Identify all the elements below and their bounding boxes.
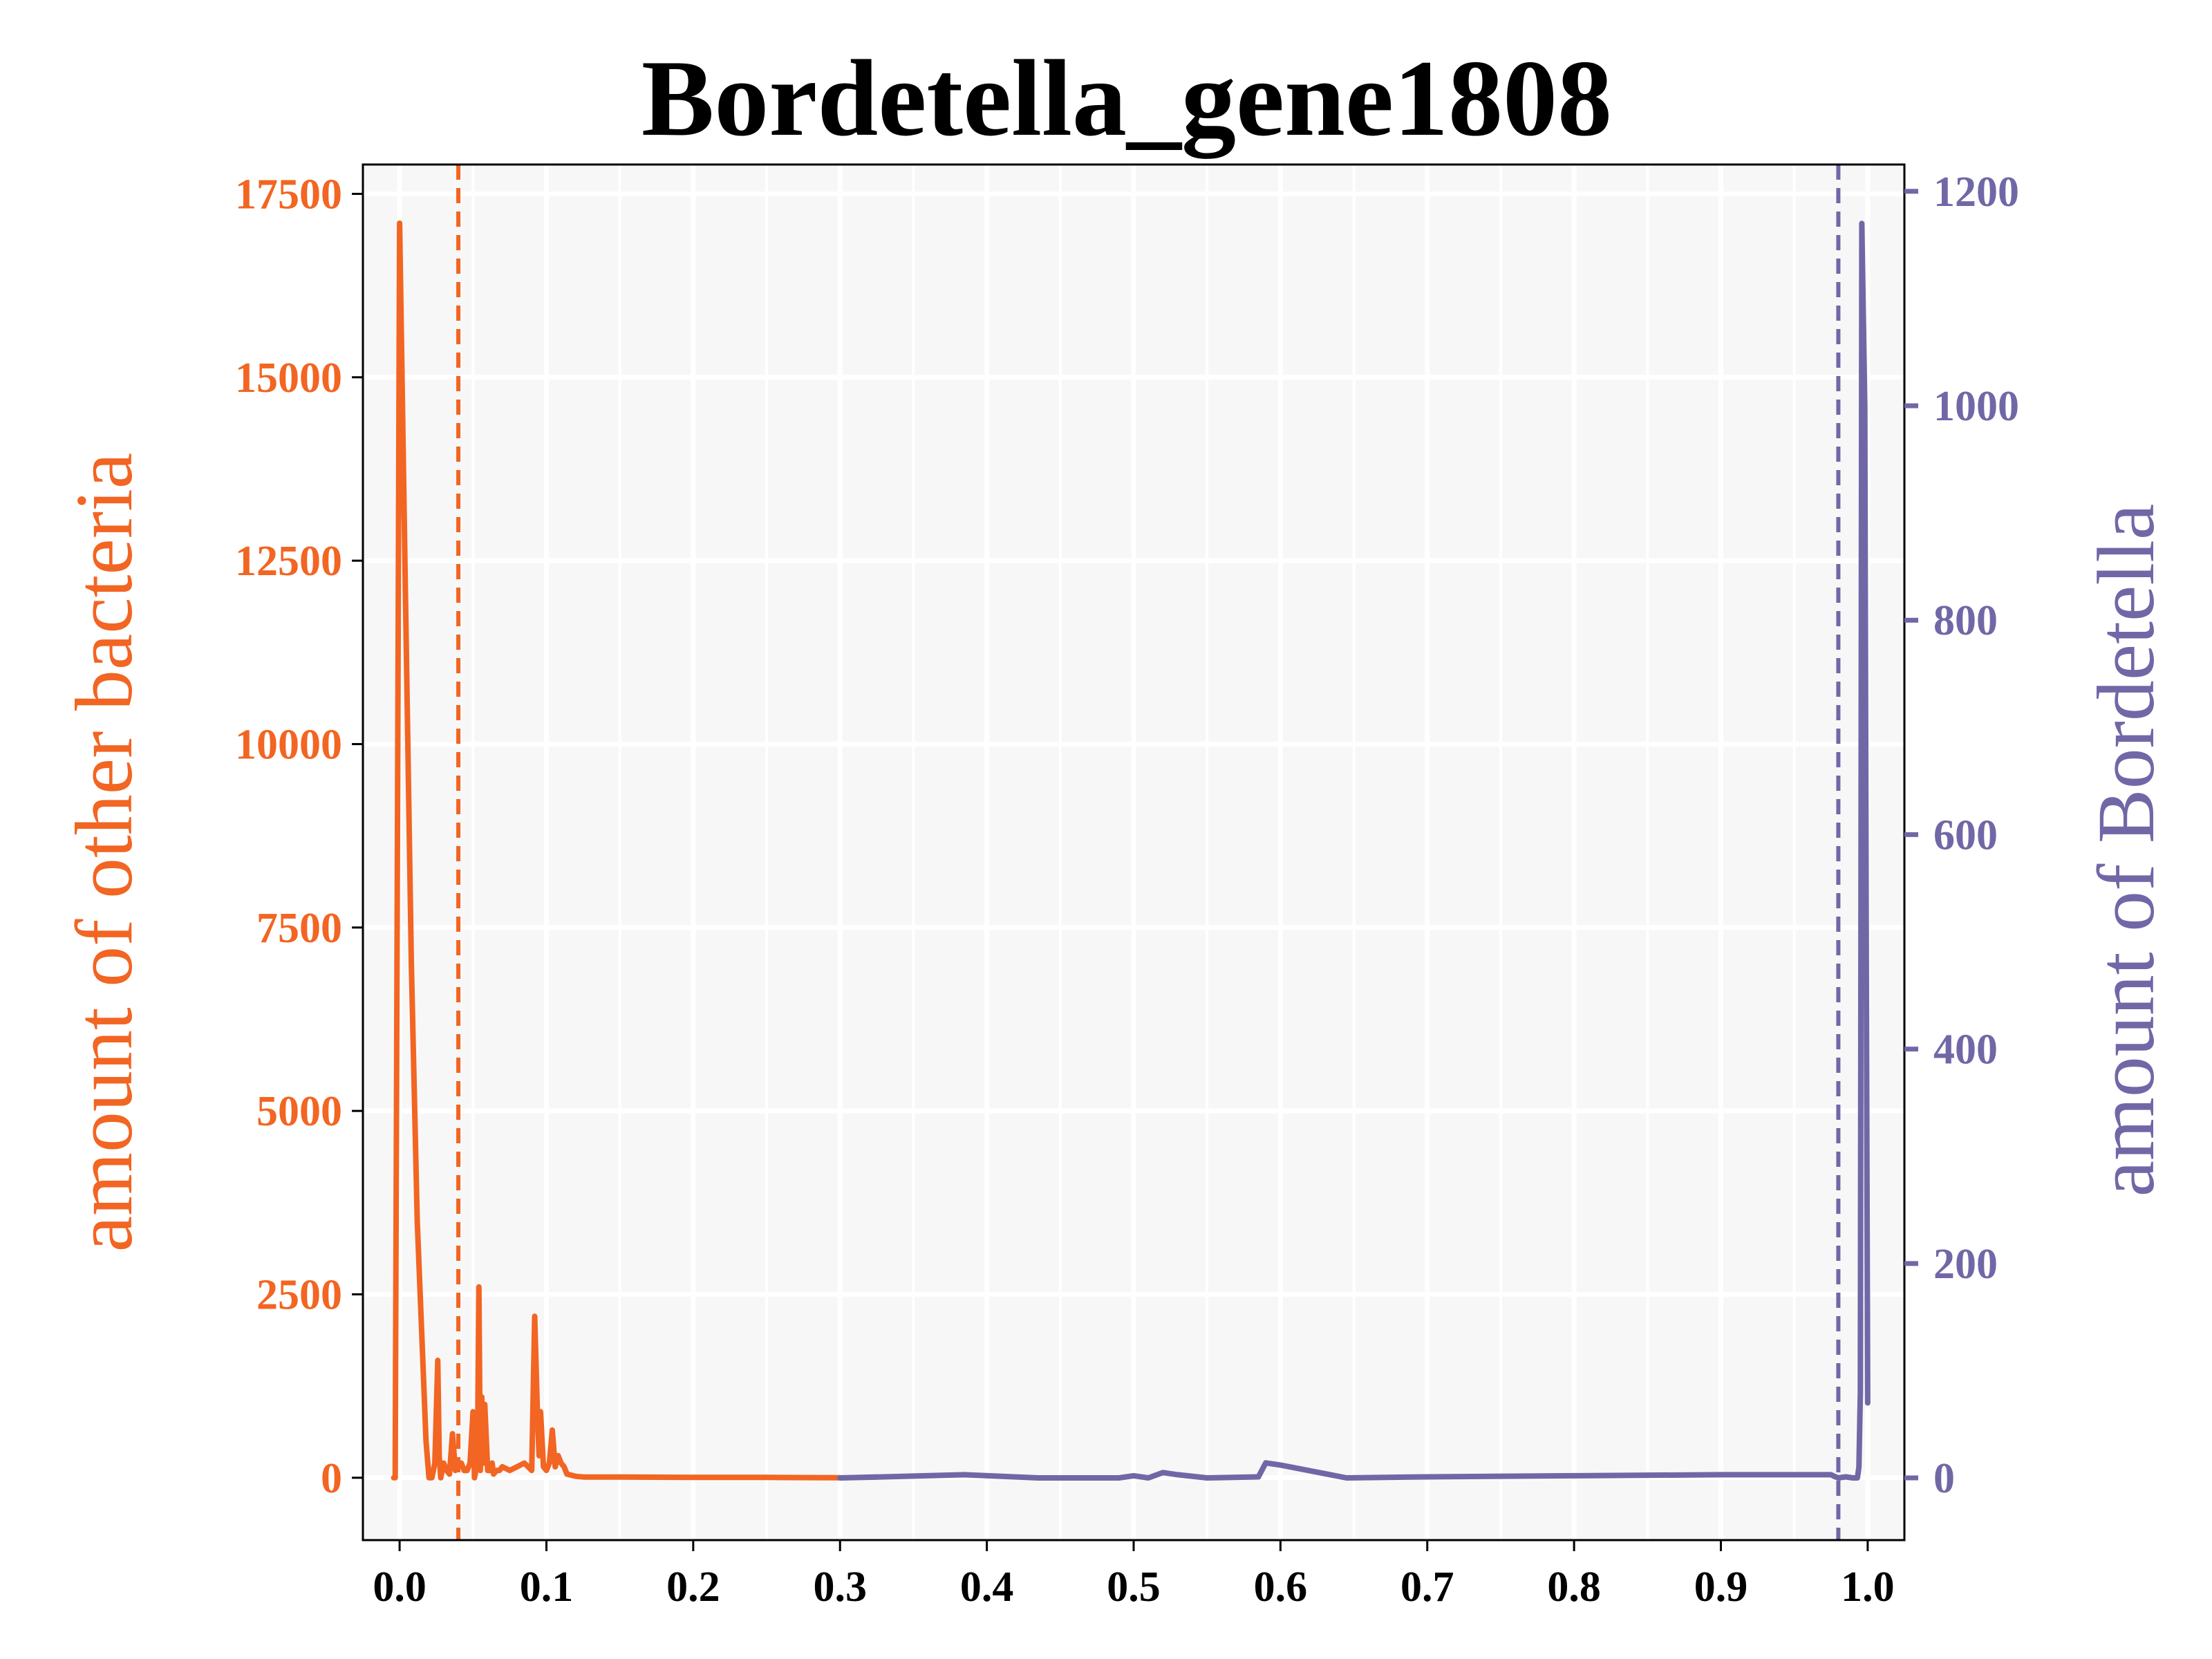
left-y-tick-label: 15000 bbox=[235, 355, 342, 402]
left-y-tick-label: 7500 bbox=[256, 905, 342, 952]
left-y-tick-label: 10000 bbox=[235, 721, 342, 768]
right-y-tick-label: 600 bbox=[1933, 812, 1998, 859]
right-y-axis-label: amount of Bordetella bbox=[2081, 504, 2171, 1197]
left-y-tick-label: 17500 bbox=[235, 171, 342, 218]
grid bbox=[363, 165, 1904, 1540]
right-y-tick-label: 0 bbox=[1933, 1455, 1955, 1502]
right-y-axis: 0 200 400 600 800 1000 1200 bbox=[1904, 169, 2019, 1502]
left-y-tick-label: 5000 bbox=[256, 1088, 342, 1135]
right-y-tick-label: 800 bbox=[1933, 597, 1998, 644]
x-tick-label: 0.5 bbox=[1107, 1564, 1161, 1611]
x-tick-label: 0.8 bbox=[1547, 1564, 1601, 1611]
x-tick-label: 0.0 bbox=[373, 1564, 427, 1611]
left-y-axis-label: amount of other bacteria bbox=[59, 453, 149, 1253]
left-y-axis: 0 2500 5000 7500 10000 12500 15000 17500 bbox=[235, 171, 363, 1502]
reference-lines bbox=[456, 165, 1841, 1540]
left-y-tick-label: 2500 bbox=[256, 1271, 342, 1318]
x-tick-label: 0.6 bbox=[1254, 1564, 1308, 1611]
series-line-bordetella bbox=[837, 221, 1871, 1481]
left-y-tick-label: 12500 bbox=[235, 538, 342, 585]
x-tick-label: 0.2 bbox=[666, 1564, 720, 1611]
x-tick-label: 0.1 bbox=[520, 1564, 574, 1611]
x-tick-label: 0.3 bbox=[813, 1564, 867, 1611]
x-tick-label: 0.9 bbox=[1694, 1564, 1748, 1611]
left-y-tick-label: 0 bbox=[321, 1455, 342, 1502]
series-group bbox=[391, 220, 1871, 1481]
x-tick-label: 0.7 bbox=[1400, 1564, 1454, 1611]
right-y-tick-label: 200 bbox=[1933, 1241, 1998, 1288]
x-tick-label: 1.0 bbox=[1841, 1564, 1895, 1611]
x-axis: 0.0 0.1 0.2 0.3 0.4 0.5 0.6 0.7 0.8 0.9 1.0 bbox=[373, 1540, 1895, 1611]
series-line-other-bacteria bbox=[391, 220, 843, 1481]
right-y-tick-label: 1200 bbox=[1933, 169, 2019, 216]
chart-title: Bordetella_gene1808 bbox=[641, 38, 1612, 159]
right-y-tick-label: 400 bbox=[1933, 1027, 1998, 1074]
right-y-tick-label: 1000 bbox=[1933, 383, 2019, 430]
x-tick-label: 0.4 bbox=[960, 1564, 1014, 1611]
